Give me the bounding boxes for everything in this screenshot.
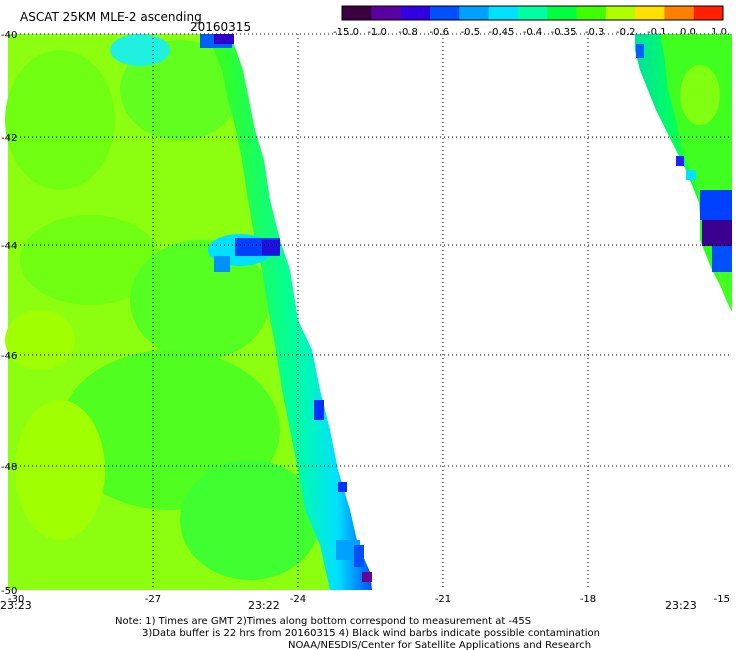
lat-label: -48 [1,462,17,473]
left-swath-edge [200,34,372,590]
map-grid [8,33,732,590]
green-patch [5,310,75,370]
colorbar-swatch [429,6,460,20]
lon-label: -27 [145,594,161,605]
colorbar-swatch [693,6,724,20]
yellow-green-patch [680,65,720,125]
lat-label: -40 [1,30,17,41]
colorbar-swatch [605,6,636,20]
note-line-1: Note: 1) Times are GMT 2)Times along bot… [115,616,531,627]
blue-cell [314,400,324,420]
colorbar-swatch [576,6,607,20]
green-patch [5,50,115,190]
lon-label: -24 [290,594,306,605]
lon-label: -18 [580,594,596,605]
blue-cell [676,156,684,166]
blue-cell [702,220,732,246]
blue-cell [262,240,280,255]
colorbar-label: -1.0 [367,27,387,38]
green-patch [15,400,105,540]
green-patch [180,460,320,580]
lon-label: -21 [435,594,451,605]
colorbar-swatch [459,6,490,20]
colorbar-label: -0.6 [429,27,449,38]
colorbar-label: -0.4 [523,27,543,38]
axis-labels: -40 -42 -44 -46 -48 -50-30 -27 -24 -21 -18 -15 [1,30,730,605]
colorbar-swatch [400,6,431,20]
lon-label: -15 [714,594,730,605]
colorbar-swatch [547,6,577,20]
colorbar-label: -0.1 [647,27,667,38]
colorbar-label: -0.3 [585,27,605,38]
time-label-left: 23:23 [0,599,32,612]
colorbar-label: -0.8 [398,27,418,38]
blue-cell [354,545,364,567]
lat-label: -42 [1,133,17,144]
blue-cell [636,44,644,58]
note-line-3: NOAA/NESDIS/Center for Satellite Applica… [288,640,591,650]
lon-label: -30 [8,594,24,605]
lat-label: -46 [1,351,17,362]
colorbar-label: -0.45 [488,27,514,38]
figure-date: 20160315 [190,20,251,34]
figure-title: ASCAT 25KM MLE-2 ascending [20,10,202,24]
colorbar-swatch [342,6,372,20]
lat-label: -50 [1,586,17,597]
blue-cell [700,190,732,220]
colorbar-label: 0.0 [680,27,696,38]
green-patch [20,215,160,305]
colorbar-label: 1.0 [711,27,727,38]
blue-cell [214,34,234,44]
cyan-patch [110,34,170,66]
blue-cell [712,246,732,272]
time-label-right: 23:23 [665,599,697,612]
colorbar-swatch [664,6,695,20]
wind-data-swaths [5,34,732,590]
colorbar-frame [341,5,724,21]
colorbar-swatch [635,6,665,20]
note-line-2: 3)Data buffer is 22 hrs from 20160315 4)… [142,628,600,639]
blue-cell [338,482,347,492]
blue-cell [686,170,696,180]
colorbar: -15.0 -1.0 -0.8 -0.6 -0.5 -0.45 -0.4 -0.35 -0.3-… [333,5,727,38]
colorbar-label: -0.35 [551,27,577,38]
time-label-mid: 23:22 [248,599,280,612]
green-patch [130,240,270,360]
colorbar-label: -15.0 [333,27,359,38]
lat-label: -44 [1,241,17,252]
colorbar-label: -0.2 [616,27,636,38]
colorbar-swatch [488,6,519,20]
blue-cell [214,256,230,272]
colorbar-swatch [371,6,402,20]
colorbar-swatch [517,6,548,20]
blue-cell [362,572,372,582]
colorbar-label: -0.5 [461,27,481,38]
